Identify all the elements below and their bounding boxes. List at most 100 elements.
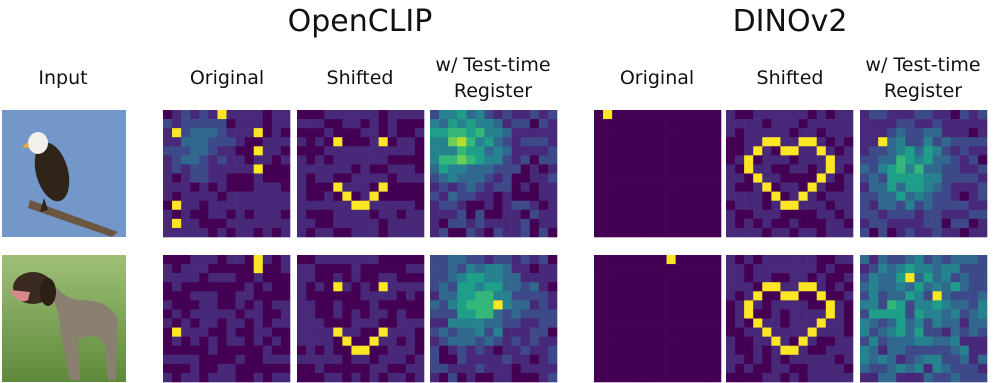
heatmap-cell xyxy=(950,182,961,192)
heatmap-cell xyxy=(914,300,924,310)
heatmap-cell xyxy=(271,282,282,292)
heatmap-cell xyxy=(172,282,182,292)
heatmap-cell xyxy=(843,182,854,192)
heatmap-cell xyxy=(977,155,988,165)
heatmap-cell xyxy=(834,227,845,238)
heatmap-cell xyxy=(280,110,291,120)
heatmap-cell xyxy=(950,164,961,174)
heatmap-cell xyxy=(315,264,325,274)
heatmap-cell xyxy=(702,255,713,265)
heatmap-cell xyxy=(502,273,512,283)
heatmap-cell xyxy=(414,119,425,129)
heatmap-cell xyxy=(351,200,361,211)
heatmap-cell xyxy=(280,227,291,238)
heatmap-cell xyxy=(798,318,808,328)
heatmap-cell xyxy=(780,200,790,211)
heatmap-cell xyxy=(753,155,763,165)
heatmap-cell xyxy=(798,200,808,211)
heatmap-cell xyxy=(860,264,870,274)
heatmap-cell xyxy=(387,300,398,310)
heatmap-cell xyxy=(217,300,227,310)
heatmap-cell xyxy=(466,318,476,328)
heatmap-cell xyxy=(798,173,808,183)
heatmap-cell xyxy=(639,128,649,138)
heatmap-cell xyxy=(315,209,325,220)
heatmap-cell xyxy=(932,273,942,283)
heatmap-cell xyxy=(520,291,531,301)
heatmap-cell xyxy=(378,146,389,156)
heatmap-cell xyxy=(630,218,640,229)
heatmap-cell xyxy=(475,264,485,274)
heatmap-cell xyxy=(896,155,906,165)
heatmap-cell xyxy=(190,372,200,383)
heatmap-cell xyxy=(621,137,631,147)
heatmap-cell xyxy=(968,173,979,183)
heatmap-cell xyxy=(324,264,334,274)
heatmap-cell xyxy=(923,173,933,183)
heatmap-cell xyxy=(905,309,915,319)
heatmap-cell xyxy=(547,336,558,347)
heatmap-cell xyxy=(396,354,407,365)
column-label: Original xyxy=(189,67,265,89)
heatmap-cell xyxy=(621,182,631,192)
heatmap-cell xyxy=(666,291,676,301)
heatmap-cell xyxy=(807,327,818,337)
heatmap-cell xyxy=(226,137,236,147)
heatmap-cell xyxy=(968,264,979,274)
heatmap-cell xyxy=(369,354,379,365)
heatmap-cell xyxy=(834,182,845,192)
heatmap-cell xyxy=(163,155,173,165)
heatmap-cell xyxy=(163,300,173,310)
heatmap-cell xyxy=(405,291,416,301)
heatmap-cell xyxy=(253,363,264,374)
heatmap-cell xyxy=(493,291,503,301)
heatmap-cell xyxy=(172,146,182,156)
heatmap-cell xyxy=(648,137,658,147)
heatmap-cell xyxy=(190,318,200,328)
heatmap-cell xyxy=(923,164,933,174)
heatmap-cell xyxy=(923,182,933,192)
heatmap-cell xyxy=(405,110,416,120)
heatmap-cell xyxy=(648,354,658,365)
heatmap-cell xyxy=(860,318,870,328)
heatmap-cell xyxy=(711,164,722,174)
heatmap-cell xyxy=(612,309,622,319)
heatmap-cell xyxy=(675,363,686,374)
heatmap-cell xyxy=(448,291,458,301)
heatmap-cell xyxy=(914,273,924,283)
heatmap-cell xyxy=(968,327,979,337)
heatmap-cell xyxy=(306,372,316,383)
heatmap-cell xyxy=(923,291,933,301)
heatmap-cell xyxy=(351,291,361,301)
heatmap-cell xyxy=(968,363,979,374)
heatmap-cell xyxy=(306,182,316,192)
heatmap-cell xyxy=(333,336,343,347)
heatmap-cell xyxy=(603,300,613,310)
heatmap-cell xyxy=(648,191,658,202)
heatmap-cell xyxy=(744,309,754,319)
heatmap-cell xyxy=(702,264,713,274)
heatmap-cell xyxy=(807,264,818,274)
heatmap-cell xyxy=(780,345,790,356)
heatmap-cell xyxy=(932,191,942,202)
heatmap-cell xyxy=(771,318,781,328)
heatmap-cell xyxy=(360,182,370,192)
heatmap-cell xyxy=(244,264,255,274)
heatmap-cell xyxy=(780,291,790,301)
heatmap-cell xyxy=(735,128,745,138)
heatmap-cell xyxy=(484,309,494,319)
heatmap-cell xyxy=(378,327,389,337)
heatmap-cell xyxy=(226,200,236,211)
heatmap-cell xyxy=(878,327,888,337)
heatmap-cell xyxy=(968,119,979,129)
heatmap-cell xyxy=(502,110,512,120)
heatmap-cell xyxy=(172,110,182,120)
heatmap-cell xyxy=(932,218,942,229)
heatmap-cell xyxy=(825,182,836,192)
heatmap-cell xyxy=(693,191,704,202)
heatmap-cell xyxy=(199,182,209,192)
heatmap-cell xyxy=(244,173,255,183)
heatmap-cell xyxy=(843,282,854,292)
heatmap-cell xyxy=(271,227,282,238)
heatmap-cell xyxy=(529,372,540,383)
